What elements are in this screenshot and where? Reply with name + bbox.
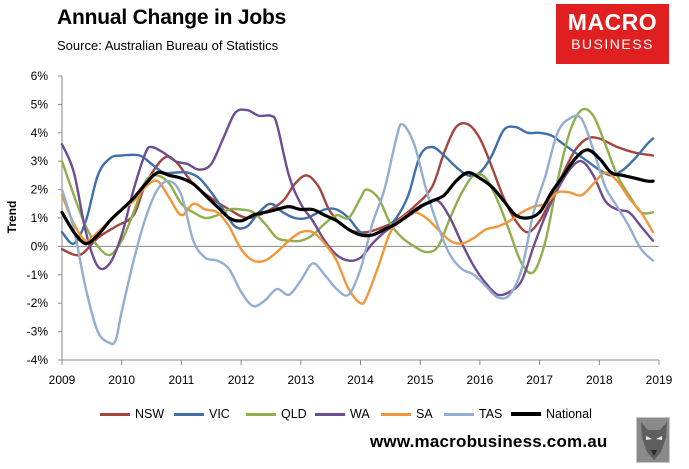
y-tick-label: 6%: [31, 69, 49, 83]
y-tick-label: -3%: [27, 325, 49, 339]
x-tick-label: 2012: [228, 373, 255, 387]
y-tick-label: 1%: [31, 211, 49, 225]
x-tick-label: 2010: [108, 373, 135, 387]
legend-item-national: National: [511, 404, 592, 424]
x-tick-label: 2009: [49, 373, 76, 387]
legend-item-nsw: NSW: [100, 404, 164, 424]
chart-source: Source: Australian Bureau of Statistics: [57, 38, 279, 53]
line-chart: 6% 5% 4% 3% 2% 1% 0% -1% -2% -3% -4%2009 2010 2011 20…: [5, 69, 673, 387]
y-tick-label: -4%: [27, 353, 49, 367]
x-tick-label: 2014: [347, 373, 374, 387]
x-tick-label: 2019: [646, 373, 673, 387]
logo-line-1: MACRO: [567, 9, 658, 35]
series-line-vic: [60, 125, 655, 245]
axes: 6% 5% 4% 3% 2% 1% 0% -1% -2% -3% -4%2009 2010 2011 20…: [27, 69, 673, 387]
series-line-national: [60, 148, 655, 246]
legend-label: QLD: [281, 407, 307, 421]
x-tick-label: 2016: [467, 373, 494, 387]
y-tick-label: -1%: [27, 268, 49, 282]
legend-item-tas: TAS: [444, 404, 502, 424]
macrobusiness-logo: MACRO BUSINESS: [556, 4, 669, 64]
y-tick-label: 5%: [31, 97, 49, 111]
y-tick-label: -2%: [27, 296, 49, 310]
legend-item-vic: VIC: [174, 404, 230, 424]
legend-label: SA: [416, 407, 433, 421]
legend-label: NSW: [135, 407, 165, 421]
y-tick-label: 3%: [31, 154, 49, 168]
legend-label: WA: [350, 407, 370, 421]
series-line-sa: [60, 171, 655, 305]
y-axis-label: Trend: [5, 201, 19, 234]
legend-swatch: [444, 412, 474, 416]
legend-item-qld: QLD: [246, 404, 307, 424]
legend-label: TAS: [479, 407, 503, 421]
logo-line-2: BUSINESS: [571, 36, 654, 52]
y-tick-label: 0%: [31, 239, 49, 253]
chart-title: Annual Change in Jobs: [57, 6, 287, 29]
legend-swatch: [100, 412, 130, 416]
legend-swatch: [246, 412, 276, 416]
x-tick-label: 2017: [526, 373, 553, 387]
series-line-tas: [60, 114, 655, 346]
x-tick-label: 2018: [586, 373, 613, 387]
website-url: www.macrobusiness.com.au: [370, 432, 608, 451]
legend-label: VIC: [209, 407, 230, 421]
y-tick-label: 4%: [31, 126, 49, 140]
legend-swatch: [381, 412, 411, 416]
legend-swatch: [511, 412, 541, 416]
legend-label: National: [546, 407, 592, 421]
legend-item-sa: SA: [381, 404, 433, 424]
x-tick-label: 2013: [287, 373, 314, 387]
x-tick-label: 2015: [407, 373, 434, 387]
series-lines: [60, 107, 655, 346]
legend: NSW VIC QLD WA SA TAS National: [0, 404, 689, 424]
y-tick-label: 2%: [31, 183, 49, 197]
legend-swatch: [315, 412, 345, 416]
legend-item-wa: WA: [315, 404, 370, 424]
x-tick-label: 2011: [168, 373, 194, 387]
wolf-logo-icon: [636, 417, 670, 463]
legend-swatch: [174, 412, 204, 416]
